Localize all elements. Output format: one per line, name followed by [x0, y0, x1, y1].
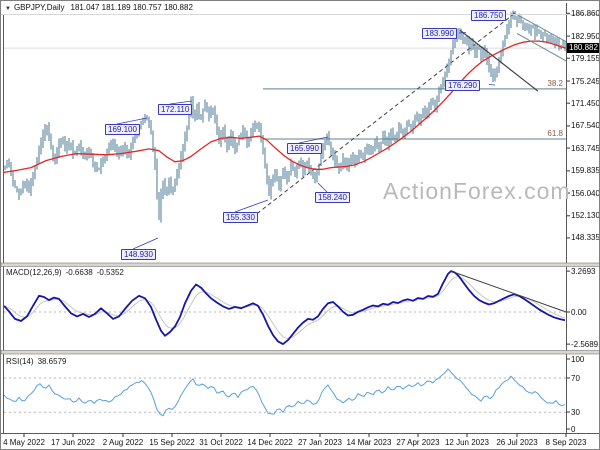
price-axis-label: 163.745	[571, 143, 600, 153]
price-axis-label: 159.835	[571, 166, 600, 176]
price-axis-label: 186.860	[571, 8, 600, 18]
rsi-name: RSI(14)	[6, 357, 34, 366]
label-connector	[298, 136, 329, 144]
price-label-155.330: 155.330	[223, 212, 258, 223]
rsi-axis-label: 30	[571, 407, 580, 417]
price-axis-label: 167.540	[571, 121, 600, 131]
fib-label-61.8: 61.8	[547, 129, 563, 138]
current-price-tag: 180.882	[567, 43, 599, 53]
solid-trendline	[459, 29, 539, 92]
time-axis-label: 26 Jul 2023	[496, 438, 538, 447]
time-axis-label: 17 Jun 2022	[50, 438, 96, 447]
time-axis-label: 27 Jan 2023	[297, 438, 343, 447]
price-label-172.110: 172.110	[158, 104, 193, 115]
price-label-176.290: 176.290	[445, 80, 480, 91]
rsi-axis-label: 70	[571, 373, 580, 383]
panel-separator-1[interactable]	[1, 350, 600, 355]
time-axis-label: 31 Oct 2022	[199, 438, 243, 447]
watermark: ActionForex.com	[383, 178, 571, 204]
price-axis-label: 179.155	[571, 53, 600, 63]
dashed-trendline	[256, 12, 516, 215]
collapse-icon[interactable]: ▼	[5, 6, 11, 12]
time-axis-label: 4 May 2022	[3, 438, 45, 447]
rsi-axis-label: 100	[571, 354, 585, 364]
rsi-axis-label: 0	[571, 424, 576, 434]
time-axis-label: 12 Jun 2023	[444, 438, 490, 447]
time-axis-label: 8 Sep 2023	[545, 438, 587, 447]
quote-low: 180.757	[132, 3, 162, 12]
price-axis-label: 171.450	[571, 98, 600, 108]
label-connector	[488, 84, 496, 86]
rsi-value: 38.6579	[37, 357, 67, 366]
label-connector	[169, 100, 193, 105]
quote-open: 181.047	[70, 3, 100, 12]
macd-axis-label: -2.5689	[571, 339, 599, 349]
macd-axis-label: 0.00	[571, 307, 587, 317]
time-axis-label: 14 Dec 2022	[247, 438, 293, 447]
time-axis-label: 2 Aug 2022	[102, 438, 144, 447]
symbol-name: GBPJPY,Daily	[13, 3, 65, 12]
label-connector	[234, 199, 269, 213]
price-axis-label: 175.245	[571, 76, 600, 86]
fib-label-38.2: 38.2	[547, 78, 563, 88]
macd-signal-line	[3, 276, 566, 339]
macd-name: MACD(12,26,9)	[6, 268, 62, 277]
macd-signal-value: -0.5352	[96, 268, 124, 277]
price-axis-label: 148.335	[571, 233, 600, 243]
time-axis-label: 27 Apr 2023	[396, 438, 440, 447]
price-label-169.100: 169.100	[105, 124, 140, 135]
price-label-165.990: 165.990	[287, 143, 322, 154]
price-label-186.750: 186.750	[471, 10, 506, 21]
chart-title-bar: ▼ GBPJPY,Daily 181.047 181.189 180.757 180…	[1, 1, 599, 14]
channel-line-0	[512, 12, 568, 43]
price-axis-label: 182.950	[571, 31, 600, 41]
macd-axis-label: 3.2693	[571, 266, 596, 276]
price-label-183.990: 183.990	[422, 28, 457, 39]
macd-value: -0.6638	[65, 268, 93, 277]
channel-line-1	[516, 33, 568, 62]
macd-trendline	[450, 270, 567, 313]
label-connector	[317, 182, 328, 193]
price-label-148.930: 148.930	[121, 249, 156, 260]
time-axis-label: 15 Sep 2022	[149, 438, 195, 447]
quote-close: 180.882	[163, 3, 193, 12]
price-axis-label: 156.040	[571, 188, 600, 198]
panel-separator-0[interactable]	[1, 262, 600, 267]
label-connector	[458, 32, 467, 34]
quote-high: 181.189	[101, 3, 131, 12]
moving-average-line	[3, 40, 567, 173]
time-axis-label: 14 Mar 2023	[346, 438, 392, 447]
label-connector	[116, 117, 148, 125]
price-axis-label: 152.130	[571, 211, 600, 221]
label-connector	[132, 237, 159, 250]
macd-line	[3, 270, 566, 345]
macd-header: MACD(12,26,9) -0.6638 -0.5352	[6, 268, 128, 277]
price-label-158.240: 158.240	[315, 192, 350, 203]
rsi-header: RSI(14) 38.6579	[6, 357, 70, 366]
rsi-line	[3, 368, 566, 417]
